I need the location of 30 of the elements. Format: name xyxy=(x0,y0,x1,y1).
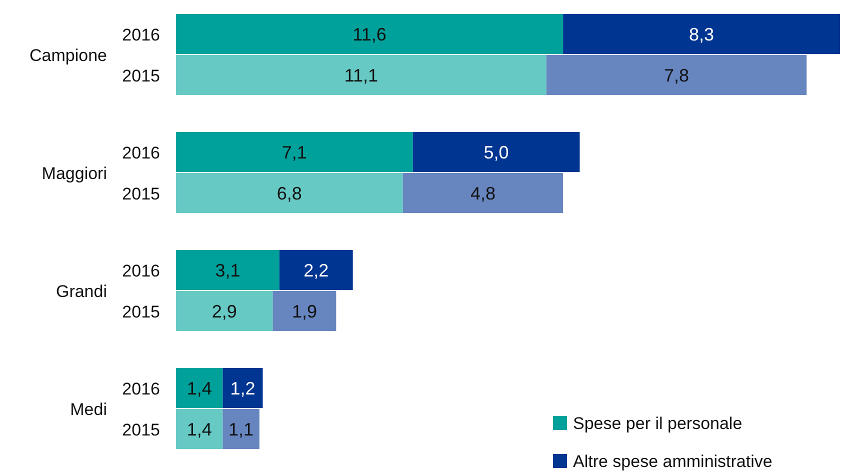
y-tick-label: 2015 xyxy=(122,302,160,322)
text: Medi xyxy=(70,400,107,419)
data-label: 8,3 xyxy=(689,24,714,44)
y-tick-label: 2015 xyxy=(122,66,160,86)
text: Grandi xyxy=(56,282,107,301)
data-label: 1,1 xyxy=(228,420,254,440)
data-label: 1,2 xyxy=(230,378,256,398)
y-tick-label: 2016 xyxy=(122,144,160,162)
data-label: 2,2 xyxy=(304,260,329,280)
data-label: 6,8 xyxy=(276,184,302,204)
data-label: 1,9 xyxy=(292,302,317,322)
data-label: 11,1 xyxy=(344,66,378,86)
y-tick-label: 2015 xyxy=(122,420,160,440)
y-tick-label: 2016 xyxy=(122,26,160,44)
y-tick-label: 2016 xyxy=(122,262,160,280)
data-label: 1,4 xyxy=(186,420,212,440)
text: Campione xyxy=(30,46,107,65)
data-label: 11,6 xyxy=(352,24,386,44)
data-label: 7,1 xyxy=(282,142,307,162)
text: Maggiori xyxy=(42,164,107,183)
data-label: 7,8 xyxy=(664,66,690,86)
data-label: 5,0 xyxy=(484,142,509,162)
data-label: 2,9 xyxy=(212,302,237,322)
data-label: 1,4 xyxy=(186,378,212,398)
data-label: 4,8 xyxy=(470,184,496,204)
y-tick-label: 2016 xyxy=(122,380,160,398)
y-tick-label: 2015 xyxy=(122,184,160,204)
data-label: 3,1 xyxy=(215,260,240,280)
legend-label: Spese per il personale xyxy=(573,414,742,433)
legend-label: Altre spese amministrative xyxy=(573,452,772,471)
